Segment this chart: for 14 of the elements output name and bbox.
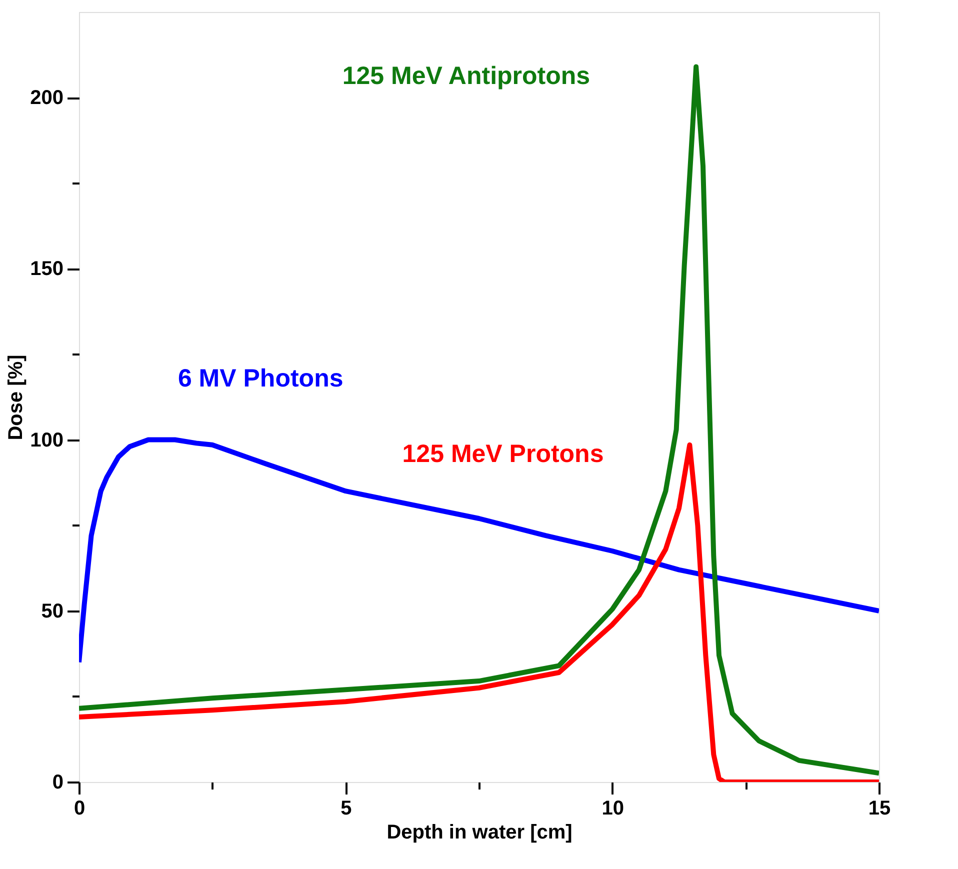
y-axis-title: Dose [%] xyxy=(5,354,28,440)
x-tick-label: 5 xyxy=(340,798,352,820)
text: 125 MeV Antiprotons xyxy=(342,62,590,90)
x-tick-label: 10 xyxy=(602,798,624,820)
x-tick-label: 15 xyxy=(868,798,891,820)
x-tick-label: 0 xyxy=(74,798,86,820)
y-tick-label: 100 xyxy=(30,429,64,452)
y-tick-label: 50 xyxy=(41,600,64,622)
text: 125 MeV Protons xyxy=(402,440,604,468)
y-tick-label: 150 xyxy=(30,258,64,280)
x-axis-title: Depth in water [cm] xyxy=(386,822,572,844)
y-tick-label: 200 xyxy=(30,87,64,110)
y-tick-label: 0 xyxy=(52,772,64,794)
series-label: 6 MV Photons xyxy=(178,364,344,393)
